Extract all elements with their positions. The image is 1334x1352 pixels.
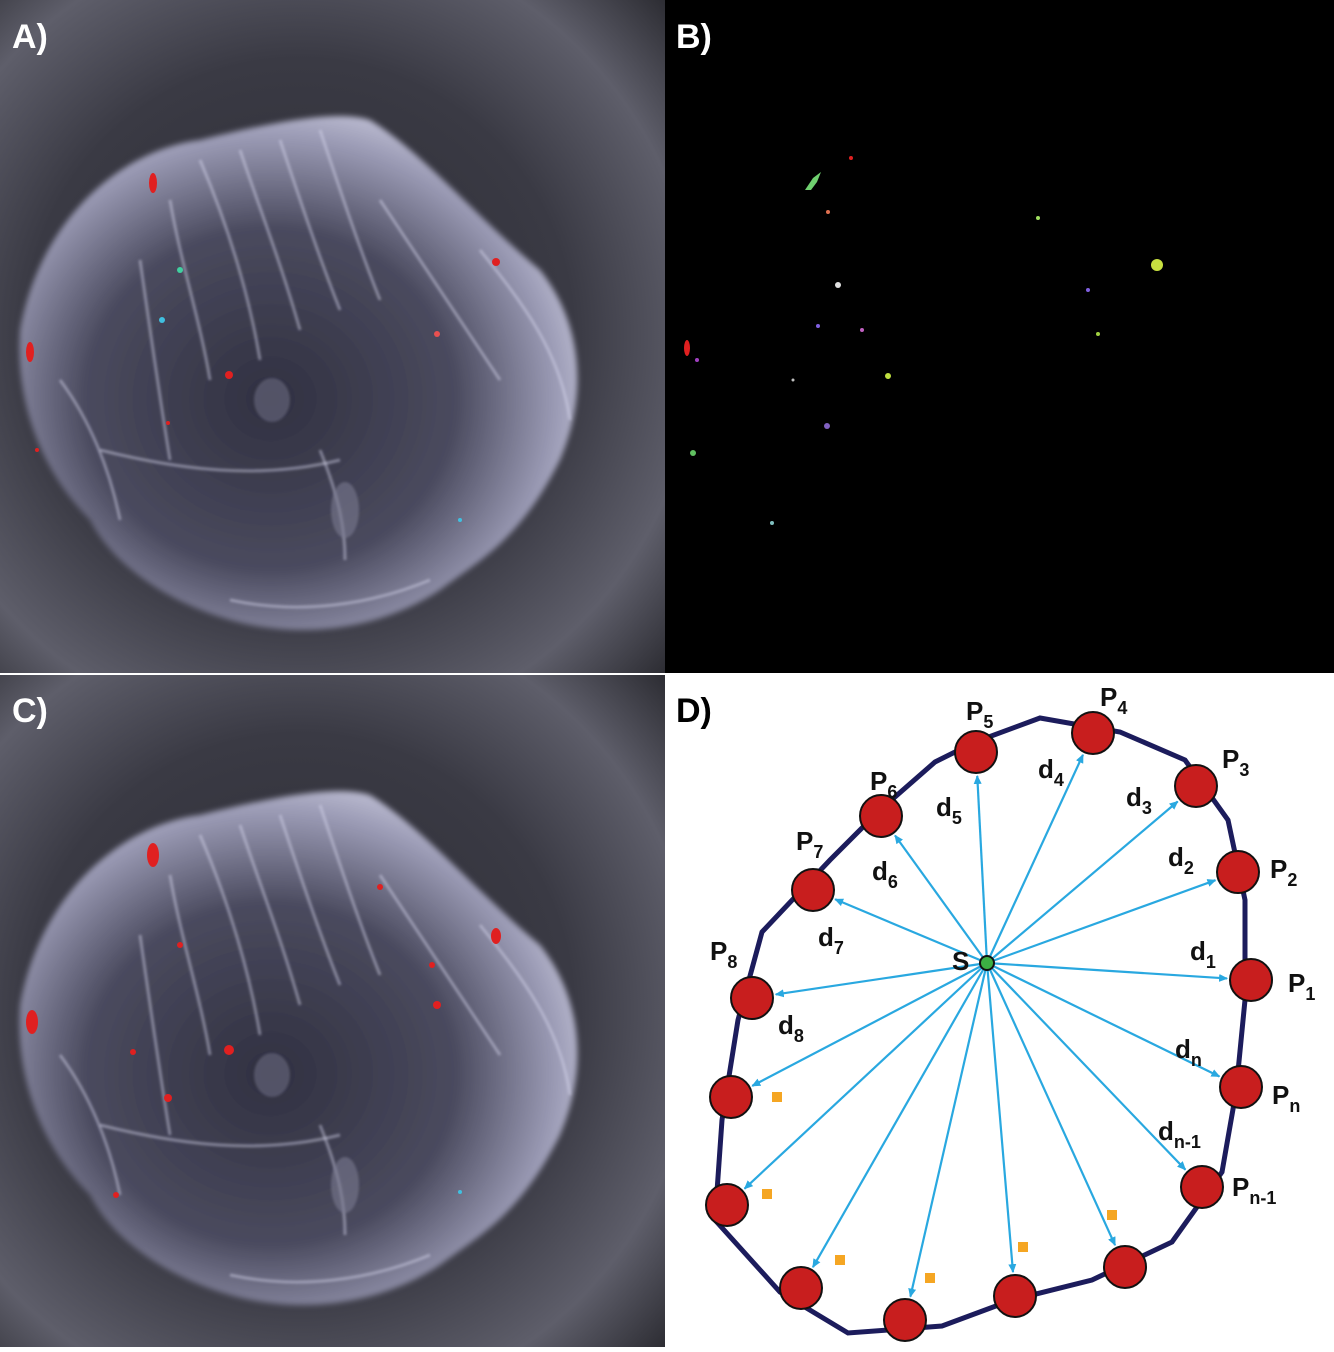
distance-label-sub: 6 — [888, 872, 898, 892]
distance-label-main: d — [936, 792, 952, 822]
point-label-main: P — [1100, 682, 1117, 712]
ellipsis-marker — [835, 1255, 845, 1265]
point-label-sub: 5 — [983, 712, 993, 732]
boundary-point — [1072, 712, 1114, 754]
boundary-point — [706, 1184, 748, 1226]
center-point — [980, 956, 994, 970]
panel-label: C) — [12, 692, 48, 730]
boundary-point — [1175, 765, 1217, 807]
boundary-point — [780, 1267, 822, 1309]
ellipsis-marker — [925, 1273, 935, 1283]
boundary-point — [731, 977, 773, 1019]
scan-image — [0, 675, 665, 1347]
boundary-point — [1217, 851, 1259, 893]
point-label-sub: 7 — [813, 842, 823, 862]
point-label-sub: 4 — [1117, 698, 1127, 718]
distance-label-sub: 1 — [1206, 952, 1216, 972]
distance-label-main: d — [1038, 754, 1054, 784]
scan-image — [0, 0, 665, 673]
distance-label-sub: 2 — [1184, 858, 1194, 878]
ellipsis-marker — [1107, 1210, 1117, 1220]
point-label-main: P — [710, 936, 727, 966]
distance-label-main: d — [872, 856, 888, 886]
boundary-point — [1181, 1166, 1223, 1208]
boundary-point — [1230, 959, 1272, 1001]
panel-c: C) — [0, 675, 665, 1347]
point-label-sub: 1 — [1305, 984, 1315, 1004]
panel-label: D) — [676, 692, 712, 730]
point-label-sub: n — [1289, 1096, 1300, 1116]
distance-label-main: d — [778, 1010, 794, 1040]
point-label-main: P — [966, 696, 983, 726]
segmentation-image — [665, 0, 1334, 673]
point-label-main: P — [1272, 1080, 1289, 1110]
panel-b: B) — [665, 0, 1334, 673]
distance-label-main: d — [1126, 782, 1142, 812]
point-label-main: P — [870, 766, 887, 796]
figure: A) B) C) D) — [0, 0, 1334, 1347]
point-label-sub: 8 — [727, 952, 737, 972]
point-label-sub: 3 — [1239, 760, 1249, 780]
panel-label: A) — [12, 18, 48, 56]
ellipsis-marker — [772, 1092, 782, 1102]
point-label-main: P — [1222, 744, 1239, 774]
ellipsis-marker — [762, 1189, 772, 1199]
point-label-sub: 2 — [1287, 870, 1297, 890]
boundary-point — [1220, 1066, 1262, 1108]
distance-label-sub: 4 — [1054, 770, 1064, 790]
panel-a: A) — [0, 0, 665, 673]
distance-label-main: d — [1168, 842, 1184, 872]
ellipsis-marker — [1018, 1242, 1028, 1252]
panel-d: D) SP1P2P3P4P5P6P7P8PnPn-1d1d2d3d4d5d6d7… — [665, 675, 1334, 1347]
point-label-sub: 6 — [887, 782, 897, 802]
distance-label-main: d — [1175, 1034, 1191, 1064]
point-label-main: P — [1270, 854, 1287, 884]
distance-label-main: d — [1158, 1116, 1174, 1146]
distance-label-sub: 3 — [1142, 798, 1152, 818]
boundary-point — [994, 1275, 1036, 1317]
point-label-main: P — [796, 826, 813, 856]
distance-label-main: d — [818, 922, 834, 952]
boundary-point — [955, 731, 997, 773]
distance-label-sub: n-1 — [1174, 1132, 1201, 1152]
boundary-point — [884, 1299, 926, 1341]
boundary-point — [792, 869, 834, 911]
distance-label-sub: 8 — [794, 1026, 804, 1046]
boundary-point — [1104, 1246, 1146, 1288]
boundary-point — [710, 1076, 752, 1118]
distance-label-main: d — [1190, 936, 1206, 966]
page: {"panels": [{"label": "A)"}, {"label": "… — [0, 0, 1334, 1347]
point-label-sub: n-1 — [1249, 1188, 1276, 1208]
point-label-main: P — [1288, 968, 1305, 998]
distance-label-sub: n — [1191, 1050, 1202, 1070]
panel-label: B) — [676, 18, 712, 56]
point-label-main: P — [1232, 1172, 1249, 1202]
distance-label-sub: 7 — [834, 938, 844, 958]
center-label: S — [952, 946, 969, 976]
distance-label-sub: 5 — [952, 808, 962, 828]
